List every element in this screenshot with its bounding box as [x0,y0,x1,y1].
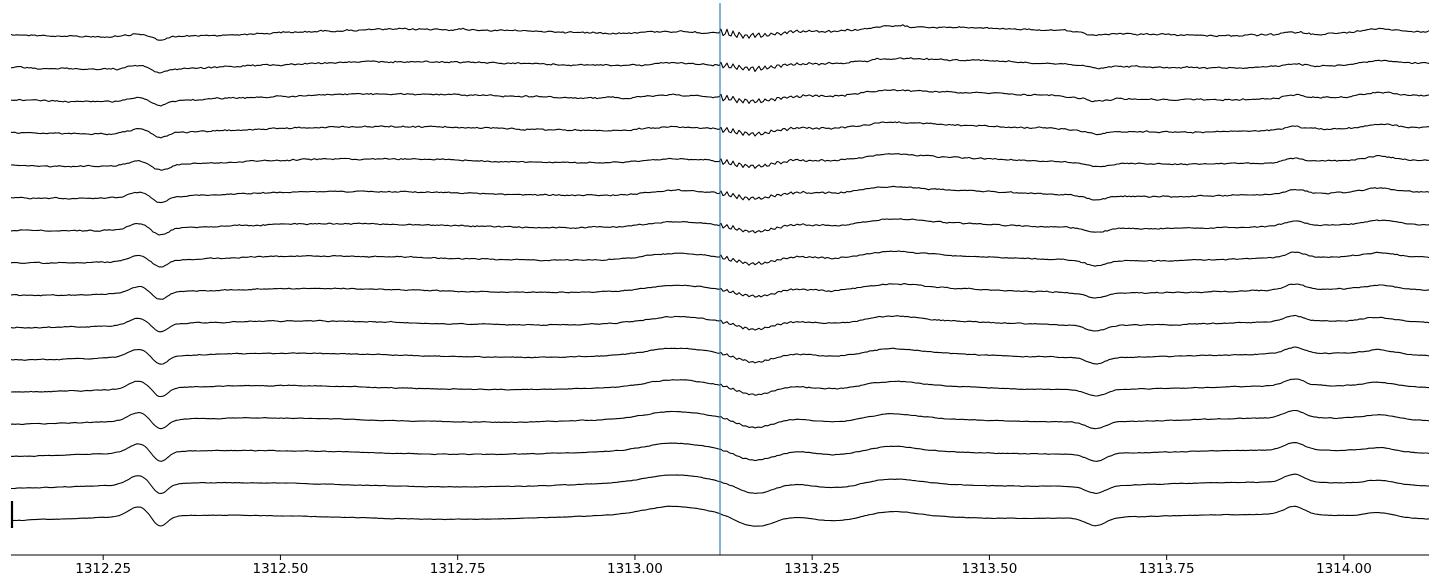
x-tick-label: 1313.00 [607,561,663,576]
x-tick-label: 1312.25 [75,561,131,576]
x-tick-label: 1313.75 [1139,561,1195,576]
x-axis-ticks: 1312.25 1312.50 1312.75 1313.00 1313.25 1313.… [75,555,1372,576]
x-tick-label: 1312.75 [430,561,486,576]
x-tick-label: 1314.00 [1316,561,1372,576]
x-tick-label: 1313.50 [962,561,1018,576]
x-tick-label: 1312.50 [253,561,309,576]
x-tick-label: 1313.25 [784,561,840,576]
